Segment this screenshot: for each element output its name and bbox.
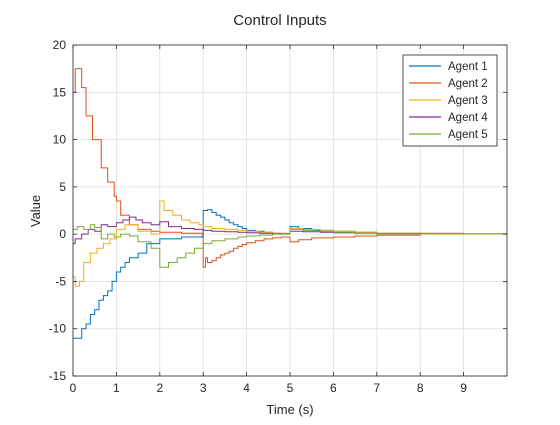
x-tick-label: 2 xyxy=(156,381,163,395)
y-tick-label: 5 xyxy=(59,180,66,194)
legend: Agent 1 Agent 2 Agent 3 Agent 4 Agent 5 xyxy=(403,55,497,146)
x-axis-label: Time (s) xyxy=(266,402,313,417)
y-tick-label: 0 xyxy=(59,227,66,241)
x-tick-label: 4 xyxy=(243,381,250,395)
y-tick-label: -10 xyxy=(49,322,67,336)
x-tick-label: 6 xyxy=(330,381,337,395)
y-tick-label: 20 xyxy=(53,38,67,52)
y-axis-label: Value xyxy=(28,195,43,227)
y-tick-label: -15 xyxy=(49,369,67,383)
legend-label-agent-2: Agent 2 xyxy=(448,78,488,90)
legend-label-agent-1: Agent 1 xyxy=(448,61,488,73)
legend-label-agent-3: Agent 3 xyxy=(448,95,488,107)
x-tick-label: 1 xyxy=(113,381,120,395)
y-tick-label: 15 xyxy=(53,85,67,99)
y-tick-label: 10 xyxy=(53,133,67,147)
legend-label-agent-5: Agent 5 xyxy=(448,129,488,141)
x-tick-label: 9 xyxy=(460,381,467,395)
x-tick-label: 3 xyxy=(200,381,207,395)
x-tick-label: 5 xyxy=(287,381,294,395)
legend-label-agent-4: Agent 4 xyxy=(448,112,488,124)
x-tick-label: 0 xyxy=(70,381,77,395)
x-tick-label: 8 xyxy=(417,381,424,395)
y-tick-label: -5 xyxy=(55,274,66,288)
x-tick-label: 7 xyxy=(373,381,380,395)
chart-title: Control Inputs xyxy=(233,12,326,29)
